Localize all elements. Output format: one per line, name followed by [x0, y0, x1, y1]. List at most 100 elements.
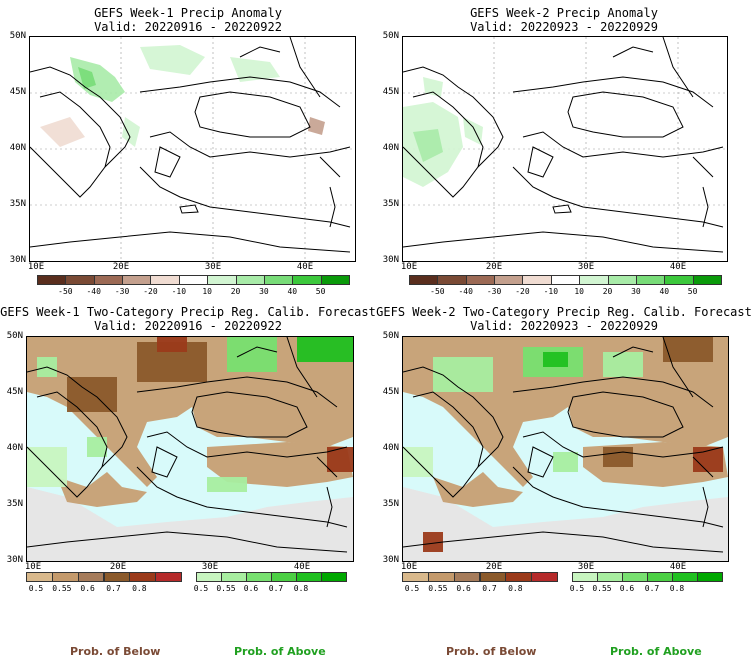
colorbar-tick-label: 40: [287, 287, 298, 296]
colorbar-tick-label: -20: [143, 287, 158, 296]
colorbar-segment: [207, 275, 237, 285]
colorbar-tick-label: 40: [659, 287, 670, 296]
lon-label: 20E: [112, 262, 130, 272]
lon-label: 40E: [669, 562, 687, 572]
lat-label: 45N: [382, 87, 399, 97]
colorbar-segment: [320, 275, 350, 285]
colorbar-tick-label: 30: [631, 287, 641, 296]
colorbar-segment: [129, 572, 157, 582]
colorbar-segment: [221, 572, 247, 582]
colorbar-tick-label: -50: [430, 287, 445, 296]
lon-label: 20E: [485, 562, 503, 572]
lon-label: 10E: [27, 262, 45, 272]
lat-label: 35N: [382, 199, 399, 209]
anomaly-shading: [403, 77, 483, 187]
below-colorbar: 0.5 0.55 0.6 0.7 0.8: [402, 572, 558, 596]
colorbar-segment: [697, 572, 723, 582]
lon-label: 30E: [577, 562, 595, 572]
colorbar-tick-label: -30: [486, 287, 502, 296]
colorbar-tick-label: 0.6: [243, 584, 259, 593]
colorbar-segment: [494, 275, 524, 285]
week2-twocat-title: GEFS Week-2 Two-Category Precip Reg. Cal…: [376, 305, 752, 319]
colorbar-tick-label: 0.5: [404, 584, 420, 593]
colorbar-segment: [178, 275, 209, 285]
anomaly-colorbar: -50 -40 -30 -20 -10 10 20 30 40 50: [37, 275, 350, 299]
colorbar-segment: [505, 572, 533, 582]
lat-label: 50N: [6, 331, 23, 341]
week2-anomaly-panel: GEFS Week-2 Precip Anomaly Valid: 202209…: [376, 0, 752, 300]
colorbar-tick-label: 0.6: [80, 584, 95, 593]
prob-above-label: Prob. of Above: [234, 645, 326, 658]
colorbar-segment: [664, 275, 694, 285]
colorbar-segment: [93, 275, 124, 285]
colorbar-tick-label: 0.8: [508, 584, 523, 593]
colorbar-segment: [196, 572, 222, 582]
lon-label: 20E: [109, 562, 127, 572]
colorbar-tick-label: 10: [574, 287, 584, 296]
week1-anomaly-title: GEFS Week-1 Precip Anomaly: [94, 6, 282, 20]
lat-label: 30N: [382, 255, 399, 265]
colorbar-segment: [292, 275, 322, 285]
prob-above-label: Prob. of Above: [610, 645, 702, 658]
lat-label: 45N: [9, 87, 26, 97]
week2-twocat-map: [402, 336, 729, 562]
week2-twocat-panel: GEFS Week-2 Two-Category Precip Reg. Cal…: [376, 300, 752, 662]
colorbar-tick-label: -40: [458, 287, 473, 296]
colorbar-tick-label: -40: [86, 287, 101, 296]
colorbar-tick-label: -10: [171, 287, 187, 296]
colorbar-tick-label: 50: [687, 287, 698, 296]
colorbar-segment: [453, 572, 481, 582]
lon-label: 10E: [24, 562, 42, 572]
colorbar-tick-label: 10: [202, 287, 212, 296]
colorbar-tick-label: 20: [602, 287, 613, 296]
anomaly-shading: [40, 45, 325, 147]
week1-anomaly-valid: Valid: 20220916 - 20220922: [94, 20, 282, 34]
colorbar-segment: [155, 572, 182, 582]
colorbar-segment: [26, 572, 53, 582]
colorbar-segment: [122, 275, 152, 285]
colorbar-segment: [597, 572, 623, 582]
colorbar-segment: [51, 572, 79, 582]
colorbar-tick-label: 0.6: [619, 584, 635, 593]
lon-label: 40E: [669, 262, 687, 272]
lat-label: 35N: [9, 199, 26, 209]
colorbar-tick-label: 0.7: [268, 584, 284, 593]
colorbar-tick-label: 0.8: [669, 584, 685, 593]
colorbar-segment: [246, 572, 272, 582]
prob-below-label: Prob. of Below: [70, 645, 161, 658]
lat-label: 50N: [382, 31, 399, 41]
lat-label: 40N: [9, 143, 26, 153]
colorbar-segment: [437, 275, 467, 285]
colorbar-segment: [263, 275, 294, 285]
lat-label: 50N: [382, 331, 399, 341]
lat-label: 50N: [9, 31, 26, 41]
lat-label: 40N: [382, 143, 399, 153]
lon-label: 40E: [296, 262, 314, 272]
lat-label: 30N: [382, 555, 399, 565]
week1-twocat-title: GEFS Week-1 Two-Category Precip Reg. Cal…: [0, 305, 376, 319]
colorbar-tick-label: 30: [259, 287, 269, 296]
lat-label: 45N: [6, 387, 23, 397]
anomaly-colorbar: -50 -40 -30 -20 -10 10 20 30 40 50: [409, 275, 722, 299]
colorbar-segment: [622, 572, 648, 582]
colorbar-tick-label: 0.7: [106, 584, 121, 593]
lat-label: 30N: [9, 255, 26, 265]
colorbar-segment: [77, 572, 105, 582]
prob-below-label: Prob. of Below: [446, 645, 537, 658]
above-colorbar: 0.5 0.55 0.6 0.7 0.8: [570, 572, 723, 596]
lat-label: 35N: [6, 499, 23, 509]
colorbar-segment: [692, 275, 722, 285]
lon-label: 20E: [485, 262, 503, 272]
colorbar-segment: [531, 572, 558, 582]
colorbar-segment: [65, 275, 95, 285]
above-colorbar: 0.5 0.55 0.6 0.7 0.8: [194, 572, 347, 596]
colorbar-tick-label: 50: [315, 287, 326, 296]
colorbar-segment: [150, 275, 180, 285]
week2-anomaly-valid: Valid: 20220923 - 20220929: [470, 20, 658, 34]
colorbar-segment: [235, 275, 265, 285]
colorbar-tick-label: 0.8: [293, 584, 309, 593]
colorbar-segment: [550, 275, 581, 285]
colorbar-tick-label: -20: [515, 287, 530, 296]
colorbar-tick-label: 0.5: [193, 584, 209, 593]
lat-label: 40N: [382, 443, 399, 453]
